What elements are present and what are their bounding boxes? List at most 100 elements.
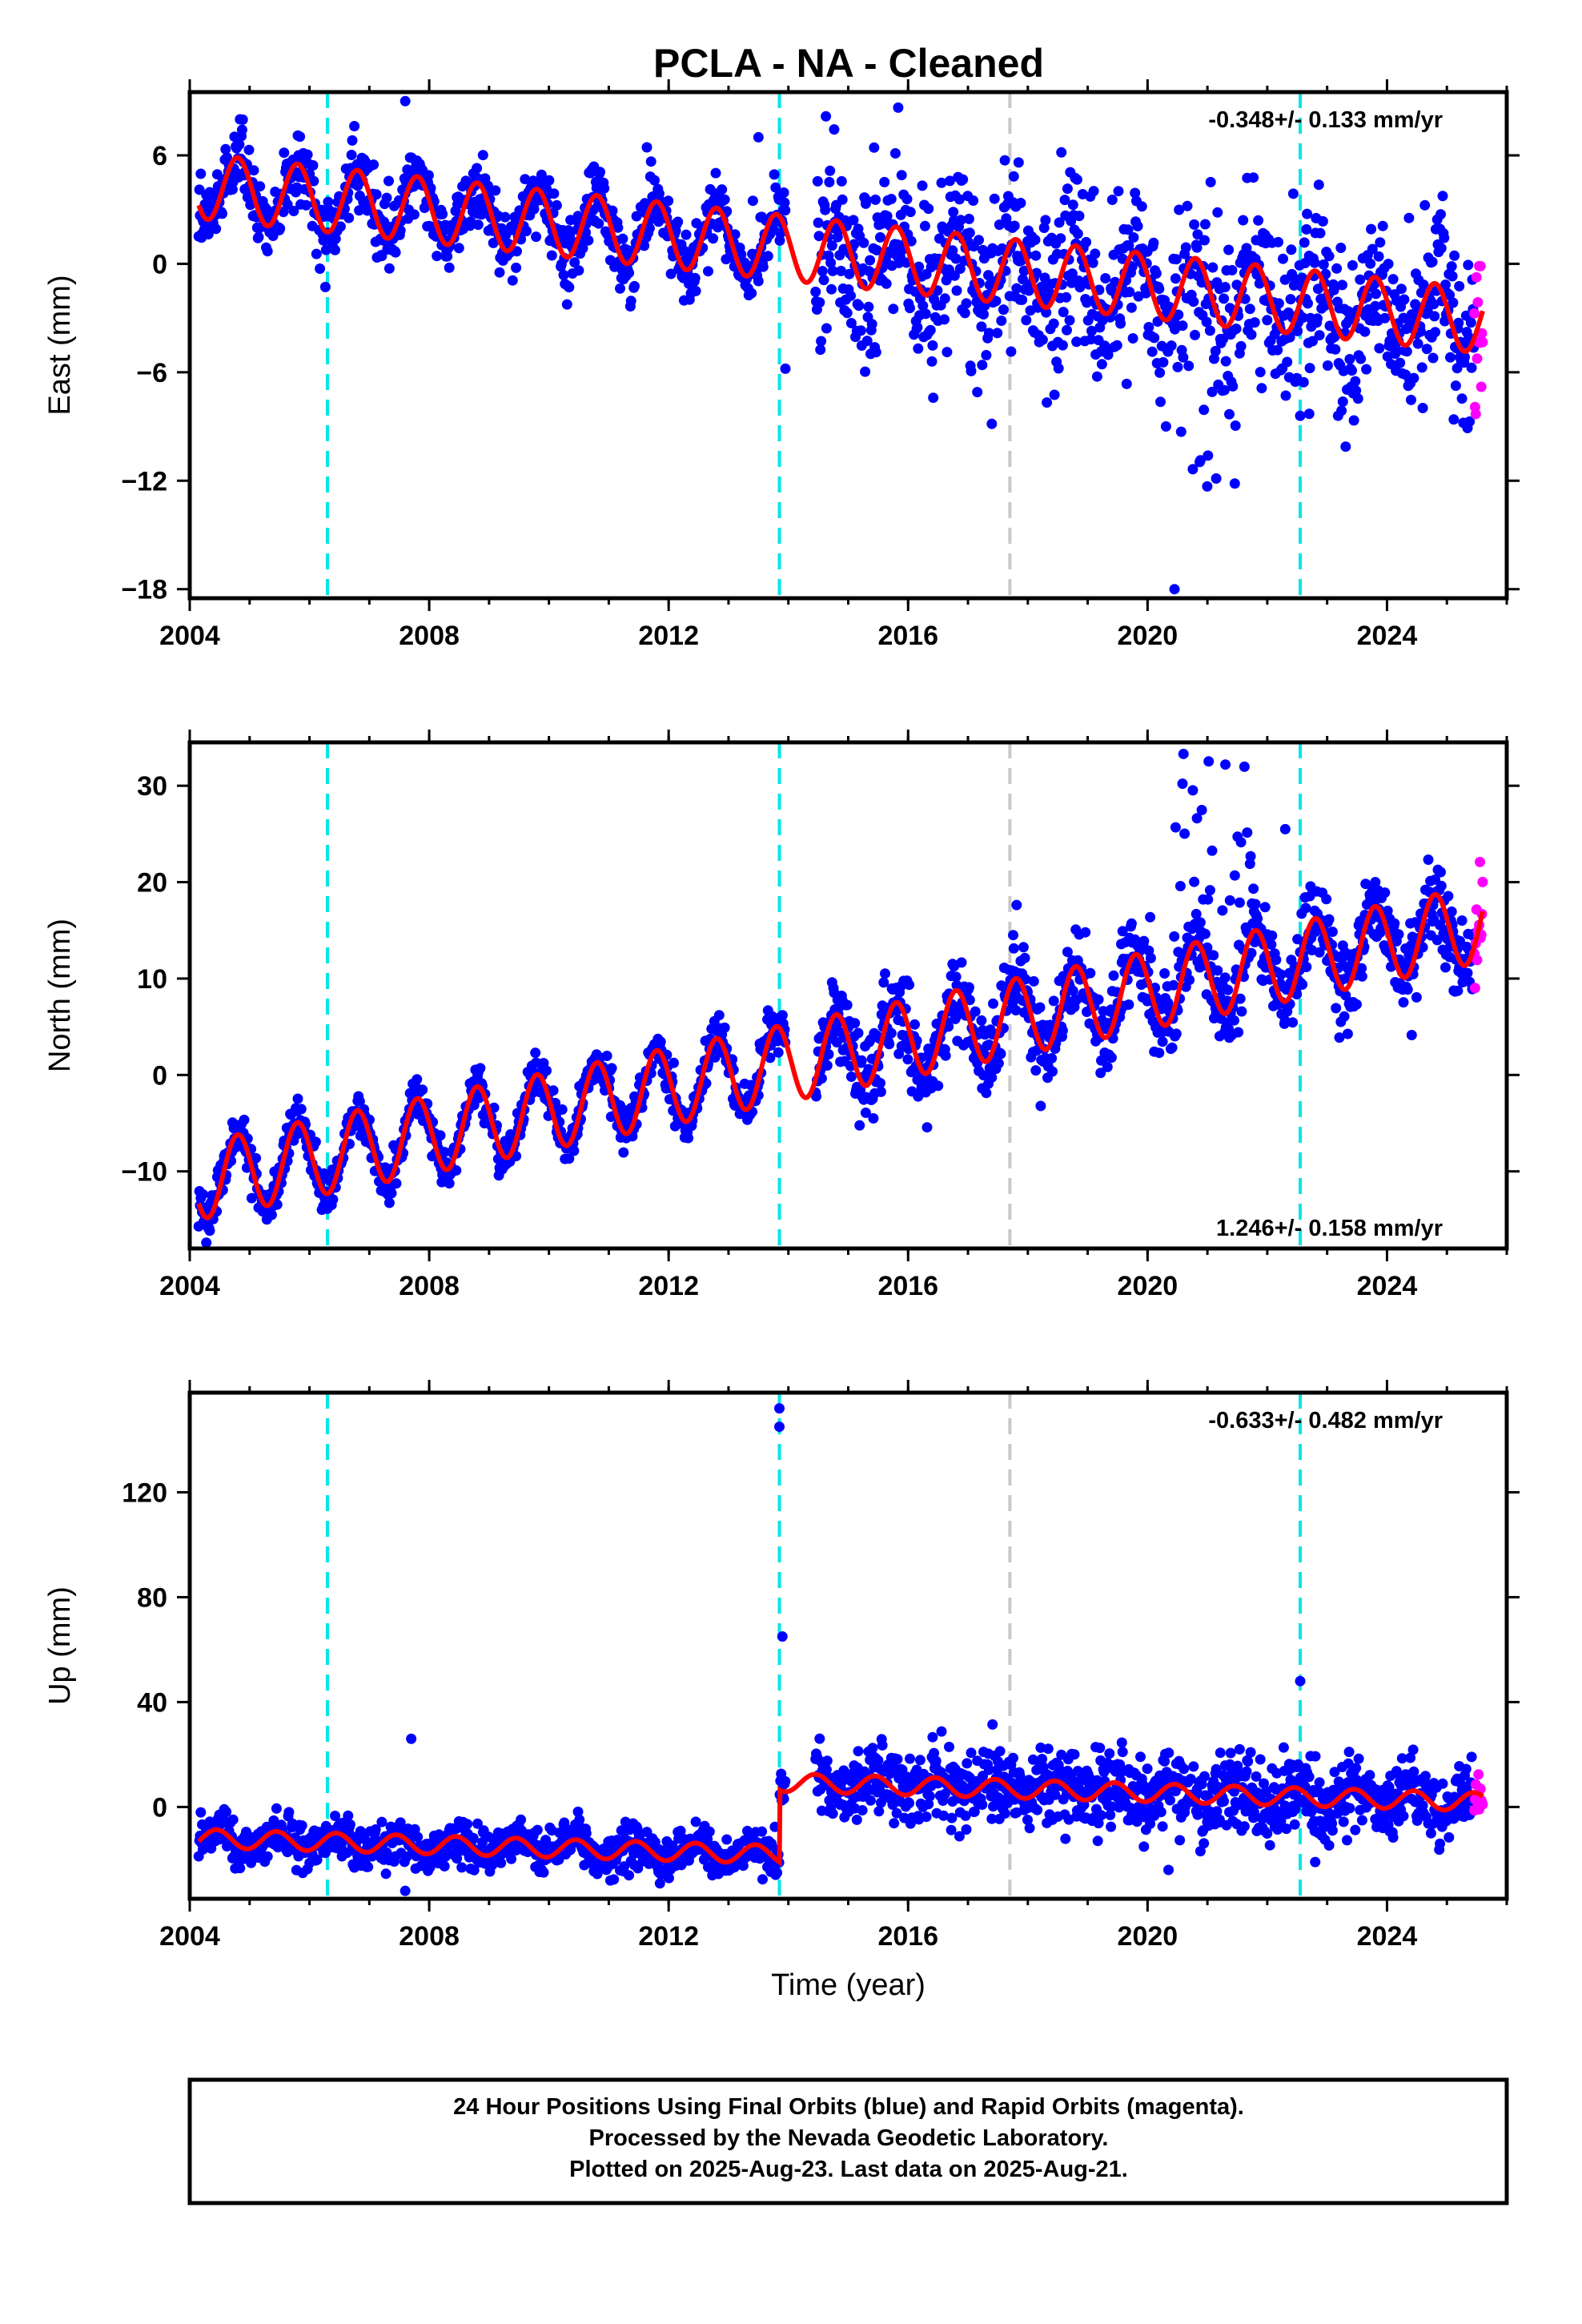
final-point xyxy=(639,240,650,251)
final-point xyxy=(1132,220,1143,231)
final-point xyxy=(848,215,859,226)
final-point xyxy=(1224,408,1235,420)
final-point xyxy=(439,1860,450,1872)
final-point xyxy=(437,208,448,219)
final-point xyxy=(927,1731,938,1743)
final-point xyxy=(386,1188,397,1199)
final-point xyxy=(288,206,299,216)
final-point xyxy=(1182,200,1193,211)
final-point xyxy=(1136,201,1147,212)
final-point xyxy=(875,1078,885,1088)
final-point xyxy=(1300,903,1311,914)
final-point xyxy=(950,253,962,264)
final-point xyxy=(271,1803,282,1814)
final-point xyxy=(974,235,984,246)
final-point xyxy=(1456,393,1468,404)
final-point xyxy=(1212,965,1223,976)
final-point xyxy=(1402,984,1413,995)
final-point xyxy=(1208,950,1219,961)
x-tick-label: 2016 xyxy=(877,1271,938,1301)
final-point xyxy=(462,1819,473,1830)
final-point xyxy=(1343,306,1354,317)
final-point xyxy=(308,175,319,187)
final-point xyxy=(1335,243,1347,253)
y-tick-label: −18 xyxy=(121,575,167,605)
final-point xyxy=(1128,232,1139,243)
final-point xyxy=(812,175,823,187)
final-point xyxy=(753,275,764,287)
final-point xyxy=(217,208,227,219)
final-point xyxy=(719,194,730,205)
final-point xyxy=(1168,979,1179,991)
final-point xyxy=(992,328,1003,339)
final-point xyxy=(1435,880,1447,891)
final-point xyxy=(1337,396,1348,407)
final-point xyxy=(1060,1833,1071,1844)
final-point xyxy=(1219,972,1231,983)
final-point xyxy=(1175,426,1186,437)
final-point xyxy=(966,365,977,376)
final-point xyxy=(905,303,915,314)
final-point xyxy=(1367,243,1378,255)
final-point xyxy=(1126,918,1137,929)
final-point xyxy=(829,124,840,135)
final-point xyxy=(1154,283,1165,295)
final-point xyxy=(444,262,455,273)
final-point xyxy=(818,275,829,286)
final-point xyxy=(765,1052,776,1063)
final-point xyxy=(825,165,836,176)
final-point xyxy=(1058,307,1069,318)
final-point xyxy=(349,121,360,131)
final-point xyxy=(444,1178,455,1189)
final-point xyxy=(1406,1030,1417,1040)
final-point xyxy=(889,1818,900,1829)
final-point xyxy=(1322,360,1333,371)
final-point xyxy=(1117,926,1128,937)
final-point xyxy=(307,160,319,171)
final-point xyxy=(954,194,965,205)
final-point xyxy=(810,286,821,297)
rapid-point xyxy=(1476,381,1487,392)
final-point xyxy=(1443,891,1454,902)
final-point xyxy=(1094,1743,1106,1754)
final-point xyxy=(1462,967,1473,979)
final-point xyxy=(1452,985,1464,996)
final-point xyxy=(1248,172,1259,183)
x-tick-label: 2020 xyxy=(1118,1271,1178,1301)
final-point xyxy=(814,297,825,308)
final-point xyxy=(875,231,885,243)
final-point xyxy=(1170,1028,1182,1039)
final-point xyxy=(1336,405,1347,416)
final-point xyxy=(999,1808,1010,1819)
final-point xyxy=(913,343,924,354)
final-point xyxy=(689,272,701,283)
final-point xyxy=(569,257,580,268)
final-point xyxy=(1292,325,1303,336)
final-point xyxy=(1021,315,1032,326)
final-point xyxy=(1015,198,1026,208)
final-point xyxy=(275,223,286,234)
final-point xyxy=(983,328,994,339)
final-point xyxy=(853,300,865,312)
final-point xyxy=(1301,962,1312,972)
final-point xyxy=(580,1827,592,1839)
final-point xyxy=(717,184,728,195)
final-point xyxy=(1008,1752,1018,1763)
final-point xyxy=(1189,219,1200,230)
final-point xyxy=(453,243,464,254)
final-point xyxy=(1140,287,1151,299)
final-point xyxy=(845,290,856,301)
final-point xyxy=(246,1192,257,1204)
final-point xyxy=(826,283,837,295)
rapid-point xyxy=(1477,876,1488,887)
final-point xyxy=(617,233,628,244)
final-point xyxy=(1340,441,1351,452)
final-point xyxy=(875,1086,886,1097)
final-point xyxy=(1069,1749,1080,1760)
final-point xyxy=(1282,356,1293,368)
final-point xyxy=(530,1047,541,1059)
final-point xyxy=(645,156,656,167)
final-point xyxy=(870,194,881,205)
final-point xyxy=(1447,271,1458,282)
